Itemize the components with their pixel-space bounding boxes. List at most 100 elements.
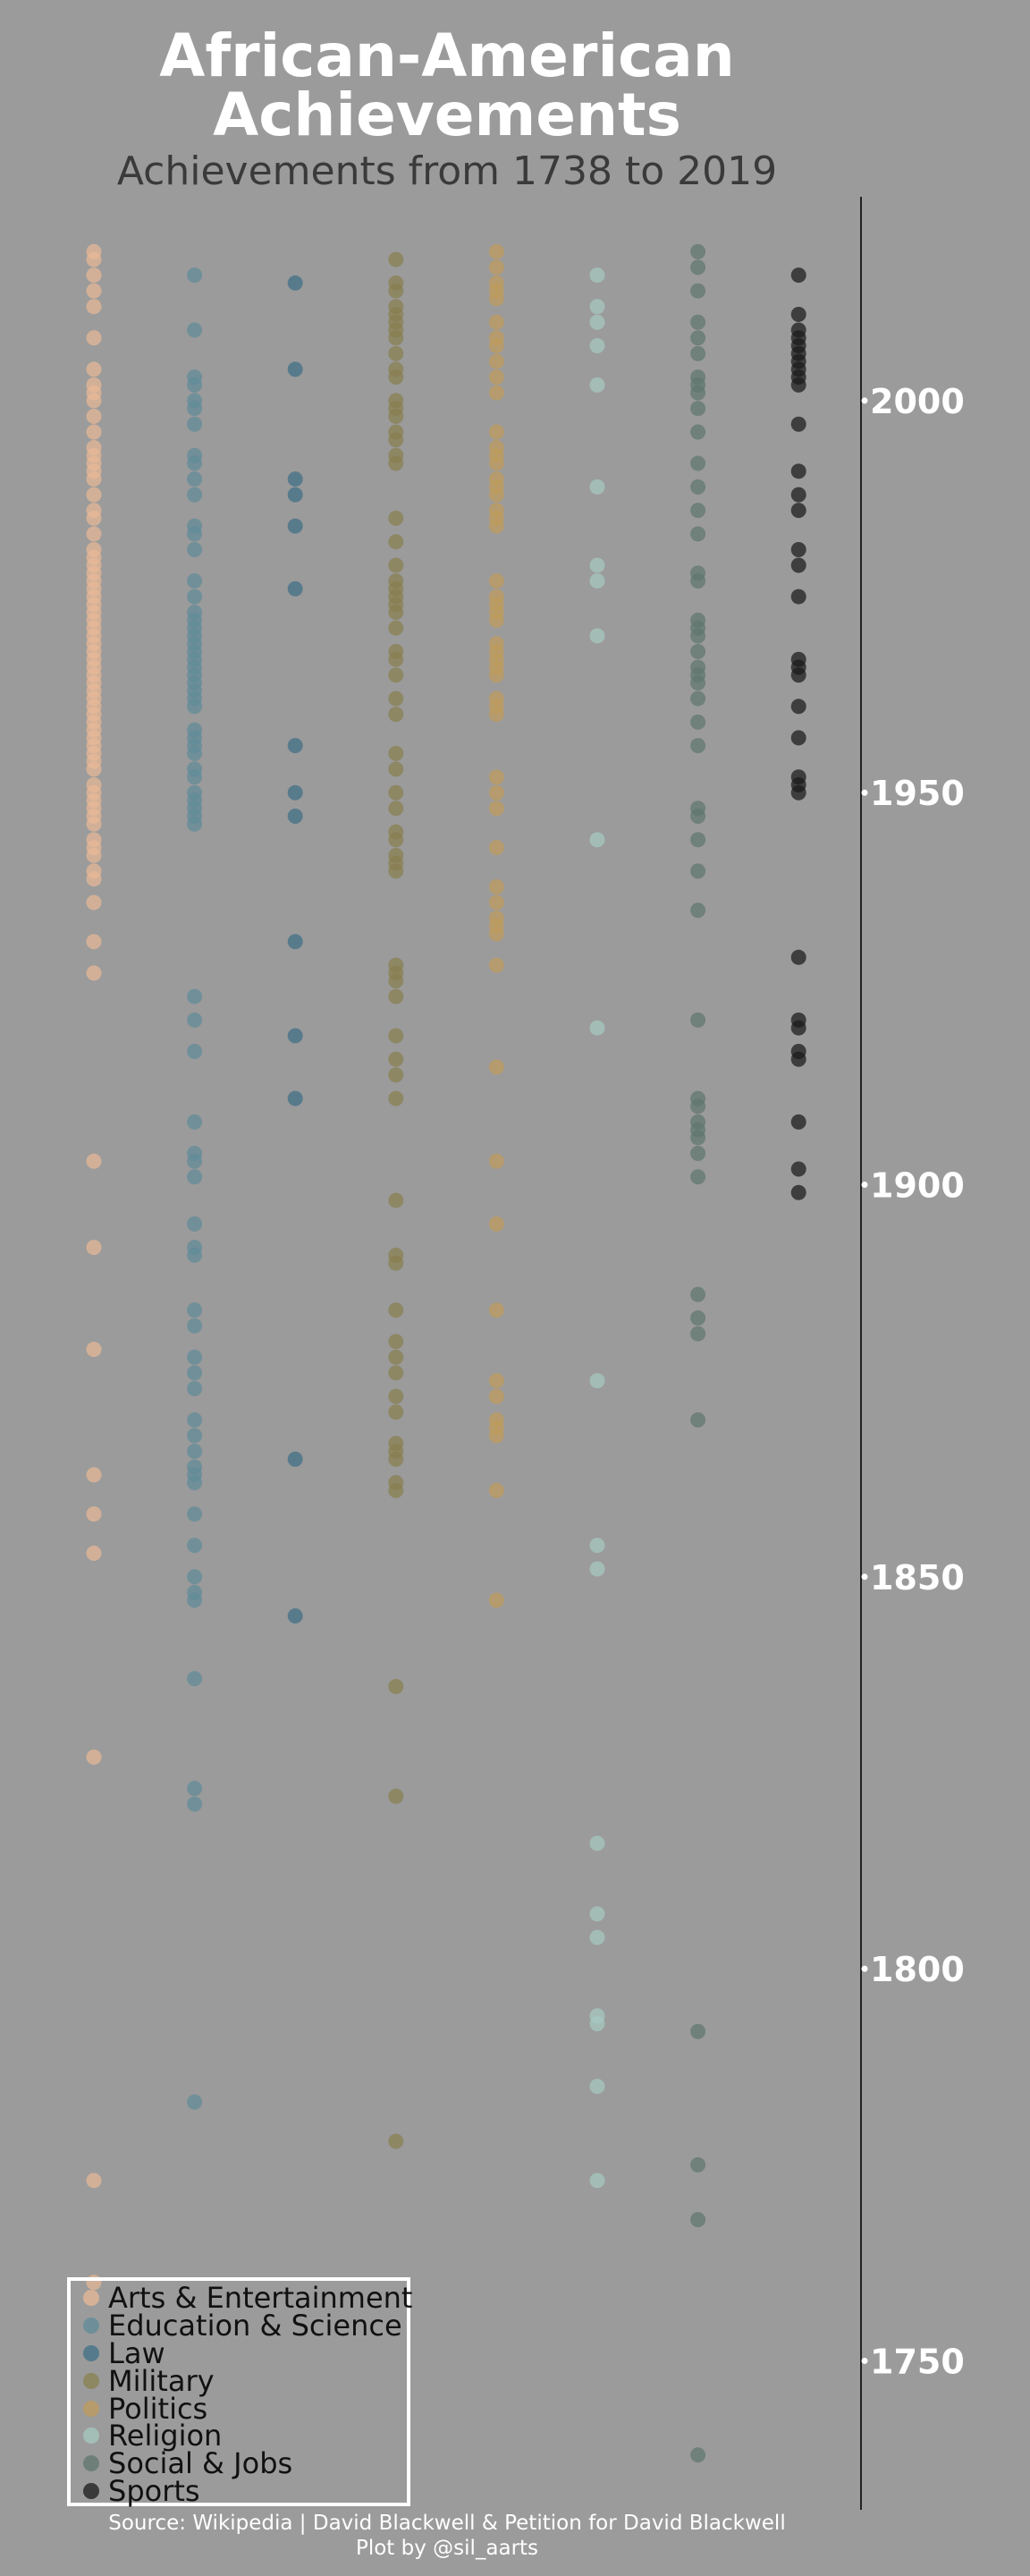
data-point bbox=[187, 699, 203, 715]
data-point bbox=[488, 259, 504, 275]
data-point bbox=[388, 510, 404, 526]
data-point bbox=[287, 471, 303, 487]
data-point bbox=[388, 1028, 404, 1044]
data-point bbox=[86, 2173, 102, 2189]
y-tick-mark bbox=[861, 1573, 868, 1580]
data-point bbox=[388, 1067, 404, 1083]
data-point bbox=[488, 353, 504, 369]
source-caption: Source: Wikipedia | David Blackwell & Pe… bbox=[108, 2512, 786, 2535]
data-point bbox=[690, 832, 706, 848]
legend-swatch bbox=[83, 2372, 99, 2389]
data-point bbox=[187, 745, 203, 761]
data-point bbox=[388, 534, 404, 550]
series-social-jobs bbox=[690, 243, 706, 2463]
legend-swatch bbox=[83, 2400, 99, 2417]
data-point bbox=[86, 894, 102, 911]
data-point bbox=[287, 738, 303, 754]
data-point bbox=[388, 1451, 404, 1467]
data-point bbox=[86, 487, 102, 503]
data-point bbox=[589, 267, 605, 284]
data-point bbox=[690, 345, 706, 361]
data-point bbox=[388, 1788, 404, 1804]
legend-label: Arts & Entertainment bbox=[108, 2281, 413, 2316]
data-point bbox=[589, 832, 605, 848]
y-axis: 1750 1800 1850 1900 1950 2000 bbox=[860, 197, 965, 2510]
data-point bbox=[690, 714, 706, 730]
data-point bbox=[388, 1192, 404, 1208]
data-point bbox=[86, 1240, 102, 1256]
data-point bbox=[790, 416, 806, 432]
data-point bbox=[86, 1153, 102, 1169]
data-point bbox=[589, 1373, 605, 1389]
data-point bbox=[287, 1090, 303, 1106]
data-point bbox=[690, 424, 706, 440]
data-point bbox=[488, 338, 504, 354]
data-point bbox=[388, 605, 404, 621]
legend-swatch bbox=[83, 2428, 99, 2445]
data-point bbox=[86, 361, 102, 377]
data-point bbox=[488, 1388, 504, 1404]
data-point bbox=[287, 1028, 303, 1044]
data-point bbox=[690, 314, 706, 330]
data-point bbox=[187, 1153, 203, 1169]
data-point bbox=[690, 1286, 706, 1302]
legend-label: Social & Jobs bbox=[108, 2446, 293, 2481]
data-point bbox=[388, 988, 404, 1004]
data-point bbox=[187, 541, 203, 557]
data-point bbox=[287, 784, 303, 801]
data-point bbox=[488, 784, 504, 801]
legend-item: Social & Jobs bbox=[83, 2446, 400, 2481]
data-point bbox=[790, 503, 806, 519]
data-point bbox=[388, 557, 404, 573]
data-point bbox=[187, 471, 203, 487]
data-point bbox=[388, 1365, 404, 1381]
data-point bbox=[187, 988, 203, 1004]
data-point bbox=[86, 1749, 102, 1765]
data-point bbox=[187, 573, 203, 589]
data-point bbox=[287, 934, 303, 950]
chart-title-line-1: African-American bbox=[159, 21, 735, 90]
data-point bbox=[187, 1012, 203, 1028]
data-point bbox=[187, 322, 203, 338]
legend-swatch bbox=[83, 2290, 99, 2307]
data-point bbox=[187, 1365, 203, 1381]
data-point bbox=[388, 651, 404, 667]
data-point bbox=[589, 557, 605, 573]
data-point bbox=[690, 259, 706, 275]
data-point bbox=[187, 267, 203, 284]
data-point bbox=[790, 1184, 806, 1200]
data-point bbox=[488, 243, 504, 259]
data-point bbox=[589, 299, 605, 315]
y-tick-label: 1900 bbox=[870, 1166, 965, 1206]
data-point bbox=[287, 361, 303, 377]
data-point bbox=[388, 432, 404, 448]
data-point bbox=[790, 730, 806, 746]
y-tick-mark bbox=[861, 397, 868, 404]
data-point bbox=[790, 667, 806, 683]
data-point bbox=[790, 487, 806, 503]
data-point bbox=[86, 1342, 102, 1358]
data-point bbox=[388, 1404, 404, 1420]
data-point bbox=[86, 1467, 102, 1483]
legend-item: Law bbox=[83, 2339, 400, 2368]
series-arts-entertainment bbox=[86, 243, 102, 2291]
data-point bbox=[86, 526, 102, 542]
data-point bbox=[589, 338, 605, 354]
data-point bbox=[388, 620, 404, 636]
data-point bbox=[388, 1349, 404, 1365]
data-point bbox=[488, 1373, 504, 1389]
data-point bbox=[187, 1318, 203, 1334]
series-education-science bbox=[187, 267, 203, 2110]
data-point bbox=[187, 1569, 203, 1585]
data-point bbox=[690, 2212, 706, 2228]
data-point bbox=[488, 455, 504, 471]
data-point bbox=[86, 510, 102, 526]
y-tick-label: 2000 bbox=[870, 382, 965, 421]
data-point bbox=[187, 816, 203, 832]
data-point bbox=[690, 330, 706, 346]
data-point bbox=[287, 1608, 303, 1624]
legend-item: Arts & Entertainment bbox=[83, 2284, 412, 2312]
data-point bbox=[86, 816, 102, 832]
data-point bbox=[488, 894, 504, 911]
